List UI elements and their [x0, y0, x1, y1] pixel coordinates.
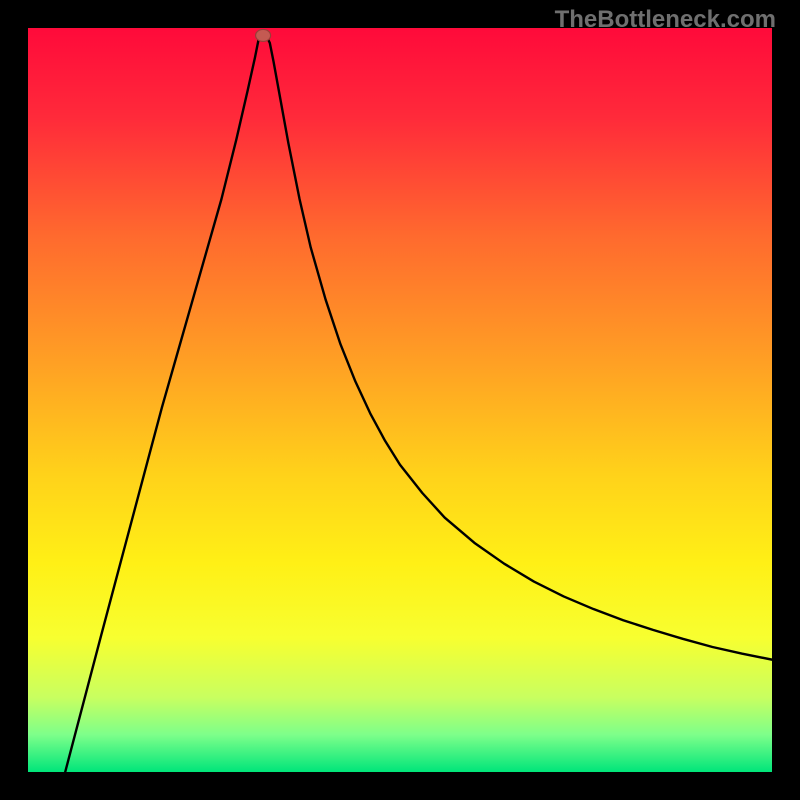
plot-svg: [28, 28, 772, 772]
plot-area: [28, 28, 772, 772]
chart-canvas: TheBottleneck.com: [0, 0, 800, 800]
optimum-marker: [256, 29, 271, 41]
gradient-background: [28, 28, 772, 772]
